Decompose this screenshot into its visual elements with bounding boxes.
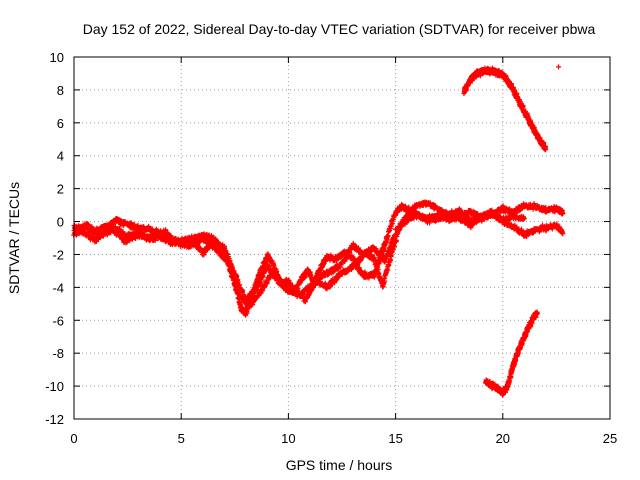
- series-track-1: [71, 201, 566, 318]
- data-points: [71, 64, 566, 398]
- data-point: [302, 274, 308, 280]
- data-point: [263, 257, 269, 263]
- series-track-3: [71, 208, 566, 310]
